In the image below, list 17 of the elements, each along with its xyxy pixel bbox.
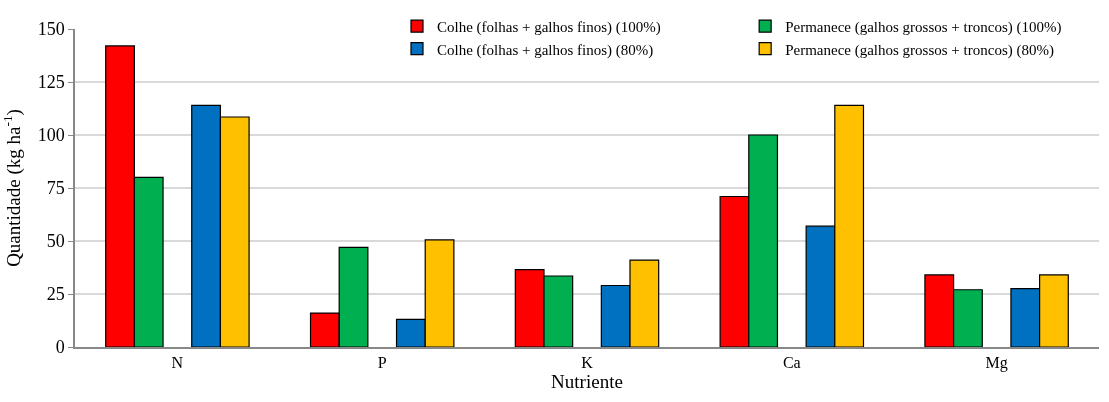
y-tick-label: 0 [55, 337, 65, 358]
legend-label: Colhe (folhas + galhos finos) (80%) [437, 41, 654, 59]
legend-label: Permanece (galhos grossos + troncos) (80%) [785, 41, 1054, 59]
y-tick-label: 75 [46, 178, 65, 199]
y-tick-label: 150 [37, 19, 65, 40]
x-tick-label: Ca [782, 353, 801, 371]
x-tick-label: N [171, 353, 184, 371]
y-tick-label: 100 [37, 125, 65, 146]
x-axis-title: Nutriente [551, 370, 623, 392]
x-tick-label: P [377, 353, 387, 371]
y-tick-label: 25 [46, 284, 65, 305]
legend-label: Permanece (galhos grossos + troncos) (100%) [785, 19, 1062, 37]
y-tick-label: 50 [46, 231, 65, 252]
x-tick-label: K [581, 353, 594, 371]
y-tick-label: 125 [37, 72, 65, 93]
legend-label: Colhe (folhas + galhos finos) (100%) [437, 19, 661, 37]
x-tick-label: Mg [985, 353, 1008, 372]
